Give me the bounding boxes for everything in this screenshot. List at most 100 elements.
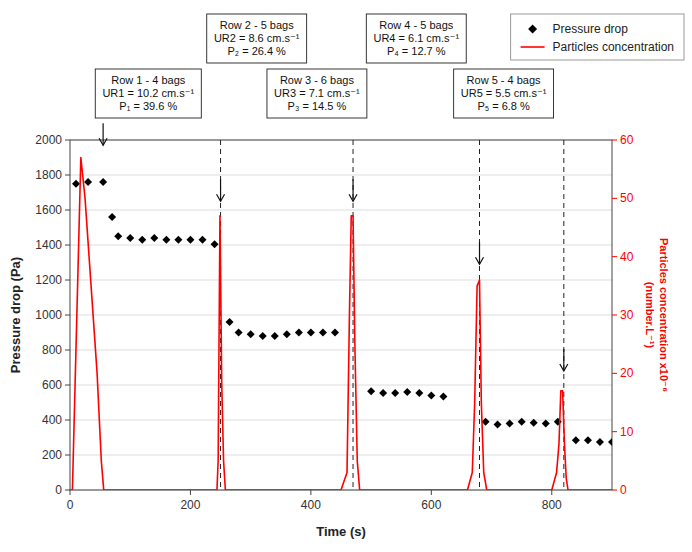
grid-line <box>70 280 612 281</box>
annotation-box <box>454 69 554 118</box>
chart: 0200400600800Time (s)0200400600800100012… <box>0 0 692 552</box>
arrow <box>217 179 225 201</box>
legend: Pressure drop Particles concentration <box>511 14 684 60</box>
x-tick <box>431 490 432 495</box>
y2-tick-label: 10 <box>620 425 634 439</box>
arrow-shaft <box>103 123 104 145</box>
annotation-text: Row 3 - 6 bags <box>280 74 354 86</box>
annotation-text: Row 5 - 4 bags <box>467 74 541 86</box>
grid <box>70 140 612 490</box>
x-tick <box>70 490 71 495</box>
point <box>331 329 339 337</box>
point <box>114 232 122 240</box>
point <box>415 389 423 397</box>
y2-tick <box>612 256 617 257</box>
y-tick-label: 1800 <box>35 168 62 182</box>
arrow-shaft <box>563 349 564 371</box>
annotation-text: Row 2 - 5 bags <box>220 19 294 31</box>
point <box>259 332 267 340</box>
y2-tick <box>612 490 617 491</box>
y2-tick-label: 40 <box>620 250 634 264</box>
y-axis-label: Pressure drop (Pa) <box>8 257 23 373</box>
arrow-head <box>560 364 568 371</box>
y-tick <box>65 315 70 316</box>
y2-tick-label: 50 <box>620 191 634 205</box>
annotation: Row 3 - 6 bagsUR3 = 7.1 cm.s⁻¹P₃ = 14.5 … <box>267 69 367 118</box>
y2-axis: 0102030405060 <box>612 133 634 497</box>
annotation: Row 2 - 5 bagsUR2 = 8.6 cm.s⁻¹P₂ = 26.4 … <box>207 14 307 63</box>
x-tick <box>310 490 311 495</box>
point <box>150 234 158 242</box>
point <box>186 236 194 244</box>
annotation-box <box>207 14 307 63</box>
arrow-shaft <box>352 179 353 201</box>
point <box>108 213 116 221</box>
point <box>99 178 107 186</box>
grid-line <box>70 350 612 351</box>
arrow-shaft <box>220 179 221 201</box>
y2-tick <box>612 140 617 141</box>
y-tick-label: 0 <box>55 483 62 497</box>
point <box>608 438 612 446</box>
arrow-head <box>349 194 357 201</box>
grid-line <box>70 420 612 421</box>
y2-tick <box>612 198 617 199</box>
point <box>367 387 375 395</box>
point <box>84 178 92 186</box>
arrow-head <box>476 257 484 264</box>
point <box>403 388 411 396</box>
point <box>494 420 502 428</box>
point <box>235 329 243 337</box>
y-tick <box>65 350 70 351</box>
y2-axis-label: Particles concentration x10⁻⁶ <box>658 238 670 392</box>
annotation: Row 4 - 5 bagsUR4 = 6.1 cm.s⁻¹P₄ = 12.7 … <box>366 14 466 63</box>
annotation-text: Row 4 - 5 bags <box>379 19 453 31</box>
y2-tick-label: 20 <box>620 366 634 380</box>
y-tick-label: 600 <box>42 378 62 392</box>
point <box>162 236 170 244</box>
arrow <box>560 349 568 371</box>
grid-line <box>70 210 612 211</box>
y-tick-label: 1000 <box>35 308 62 322</box>
legend-label: Particles concentration <box>553 40 674 54</box>
legend-label: Pressure drop <box>553 22 629 36</box>
x-tick-label: 0 <box>67 498 74 512</box>
annotation-text: UR5 = 5.5 cm.s⁻¹ <box>461 87 547 99</box>
annotation-text: P₄ = 12.7 % <box>387 45 446 57</box>
y2-tick-label: 0 <box>620 483 627 497</box>
plot-frame <box>70 140 612 490</box>
annotation-box <box>95 69 201 118</box>
line <box>70 158 612 491</box>
y-tick <box>65 245 70 246</box>
point <box>283 330 291 338</box>
arrow <box>349 179 357 201</box>
y2-tick-label: 60 <box>620 133 634 147</box>
point <box>391 389 399 397</box>
y-axis: 0200400600800100012001400160018002000 <box>35 133 70 497</box>
y-tick <box>65 175 70 176</box>
grid-line <box>70 175 612 176</box>
point <box>530 419 538 427</box>
point <box>138 236 146 244</box>
grid-line <box>70 245 612 246</box>
point <box>584 436 592 444</box>
annotation-text: P₃ = 14.5 % <box>288 100 347 112</box>
annotation-text: UR2 = 8.6 cm.s⁻¹ <box>214 32 300 44</box>
arrow-shaft <box>479 242 480 264</box>
y2-axis-label: (number.L⁻¹) <box>644 282 656 349</box>
annotation-text: UR1 = 10.2 cm.s⁻¹ <box>102 87 194 99</box>
x-tick <box>551 490 552 495</box>
y2-tick <box>612 373 617 374</box>
grid-line <box>70 455 612 456</box>
point <box>126 234 134 242</box>
y-tick-label: 800 <box>42 343 62 357</box>
arrow-head <box>217 194 225 201</box>
point <box>226 318 234 326</box>
y-tick <box>65 490 70 491</box>
annotation-box <box>366 14 466 63</box>
y-tick-label: 200 <box>42 448 62 462</box>
point <box>427 392 435 400</box>
point <box>596 438 604 446</box>
point <box>72 180 80 188</box>
plot-data <box>70 140 612 490</box>
